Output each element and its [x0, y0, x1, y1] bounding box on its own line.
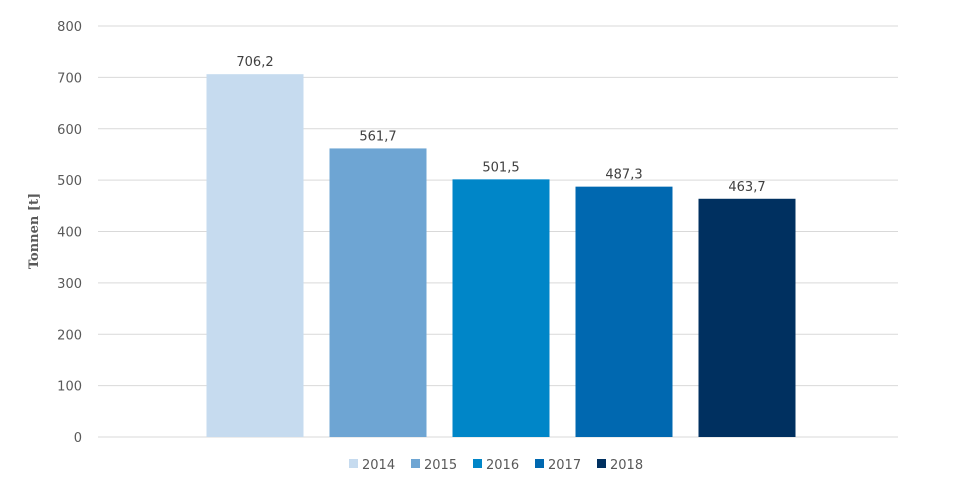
data-label-2014: 706,2: [236, 55, 273, 70]
data-label-2018: 463,7: [728, 180, 765, 195]
data-label-2016: 501,5: [482, 160, 519, 175]
legend-label-2017: 2017: [548, 458, 581, 473]
bar-2014: [206, 74, 304, 437]
y-tick-label: 500: [57, 174, 82, 189]
legend-label-2016: 2016: [486, 458, 519, 473]
legend-label-2015: 2015: [424, 458, 457, 473]
data-labels: 706,2 561,7 501,5 487,3 463,7: [236, 55, 765, 195]
y-tick-label: 300: [57, 277, 82, 292]
legend-swatch-2017: [535, 459, 544, 468]
y-tick-label: 200: [57, 328, 82, 343]
y-tick-label: 800: [57, 20, 82, 35]
bar-2017: [575, 186, 673, 437]
data-label-2017: 487,3: [605, 168, 642, 183]
y-tick-label: 400: [57, 226, 82, 241]
y-tick-label: 0: [74, 431, 82, 446]
legend-swatch-2016: [473, 459, 482, 468]
y-axis-title: Tonnen [t]: [27, 193, 42, 269]
legend-label-2018: 2018: [610, 458, 643, 473]
bars: [206, 74, 796, 437]
bar-2018: [698, 198, 796, 437]
legend-swatch-2014: [349, 459, 358, 468]
legend-swatch-2018: [597, 459, 606, 468]
y-tick-label: 100: [57, 380, 82, 395]
y-tick-label: 600: [57, 123, 82, 138]
legend-swatch-2015: [411, 459, 420, 468]
bar-2015: [329, 148, 427, 437]
legend: 2014 2015 2016 2017 2018: [349, 458, 643, 473]
y-tick-label: 700: [57, 71, 82, 86]
y-axis-ticks: 0 100 200 300 400 500 600 700 800: [57, 20, 82, 446]
data-label-2015: 561,7: [359, 129, 396, 144]
legend-label-2014: 2014: [362, 458, 395, 473]
bar-2016: [452, 179, 550, 437]
